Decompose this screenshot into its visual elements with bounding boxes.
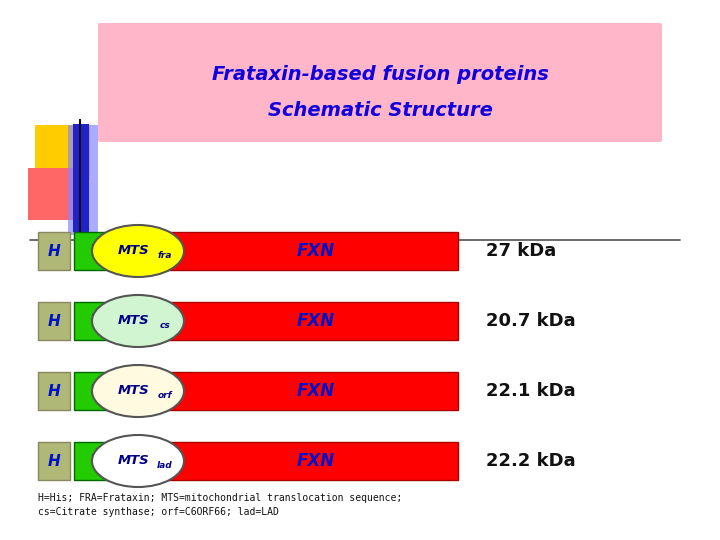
Ellipse shape (92, 365, 184, 417)
FancyBboxPatch shape (73, 124, 89, 232)
FancyBboxPatch shape (138, 302, 458, 340)
Text: FXN: FXN (297, 312, 335, 330)
Text: fra: fra (158, 252, 172, 260)
Ellipse shape (92, 295, 184, 347)
FancyBboxPatch shape (38, 442, 70, 480)
FancyBboxPatch shape (138, 232, 458, 270)
Text: 20.7 kDa: 20.7 kDa (486, 312, 575, 330)
FancyBboxPatch shape (138, 442, 458, 480)
Text: Schematic Structure: Schematic Structure (268, 100, 492, 119)
FancyBboxPatch shape (28, 168, 76, 220)
Text: TAT: TAT (90, 383, 120, 399)
Text: TAT: TAT (90, 454, 120, 469)
Text: MTS: MTS (118, 454, 150, 467)
FancyBboxPatch shape (74, 372, 136, 410)
Text: H=His; FRA=Frataxin; MTS=mitochondrial translocation sequence;
cs=Citrate syntha: H=His; FRA=Frataxin; MTS=mitochondrial t… (38, 493, 402, 517)
Text: lad: lad (157, 462, 173, 470)
Ellipse shape (92, 435, 184, 487)
Text: H: H (48, 454, 60, 469)
Text: MTS: MTS (118, 244, 150, 256)
Text: orf: orf (158, 392, 172, 401)
Text: TAT: TAT (90, 314, 120, 328)
Text: cs: cs (160, 321, 171, 330)
Text: H: H (48, 244, 60, 259)
FancyBboxPatch shape (68, 125, 98, 235)
FancyBboxPatch shape (38, 372, 70, 410)
Ellipse shape (92, 225, 184, 277)
Text: FXN: FXN (297, 242, 335, 260)
Text: H: H (48, 314, 60, 328)
FancyBboxPatch shape (74, 442, 136, 480)
FancyBboxPatch shape (138, 372, 458, 410)
FancyBboxPatch shape (74, 302, 136, 340)
Text: Frataxin-based fusion proteins: Frataxin-based fusion proteins (212, 65, 549, 84)
FancyBboxPatch shape (74, 232, 136, 270)
Text: TAT: TAT (90, 244, 120, 259)
FancyBboxPatch shape (38, 232, 70, 270)
Text: MTS: MTS (118, 383, 150, 396)
Text: 22.2 kDa: 22.2 kDa (486, 452, 575, 470)
FancyBboxPatch shape (98, 23, 662, 142)
FancyBboxPatch shape (38, 302, 70, 340)
Text: MTS: MTS (118, 314, 150, 327)
Text: H: H (48, 383, 60, 399)
Text: 27 kDa: 27 kDa (486, 242, 557, 260)
Text: FXN: FXN (297, 452, 335, 470)
FancyBboxPatch shape (35, 125, 90, 180)
Text: FXN: FXN (297, 382, 335, 400)
Text: 22.1 kDa: 22.1 kDa (486, 382, 575, 400)
